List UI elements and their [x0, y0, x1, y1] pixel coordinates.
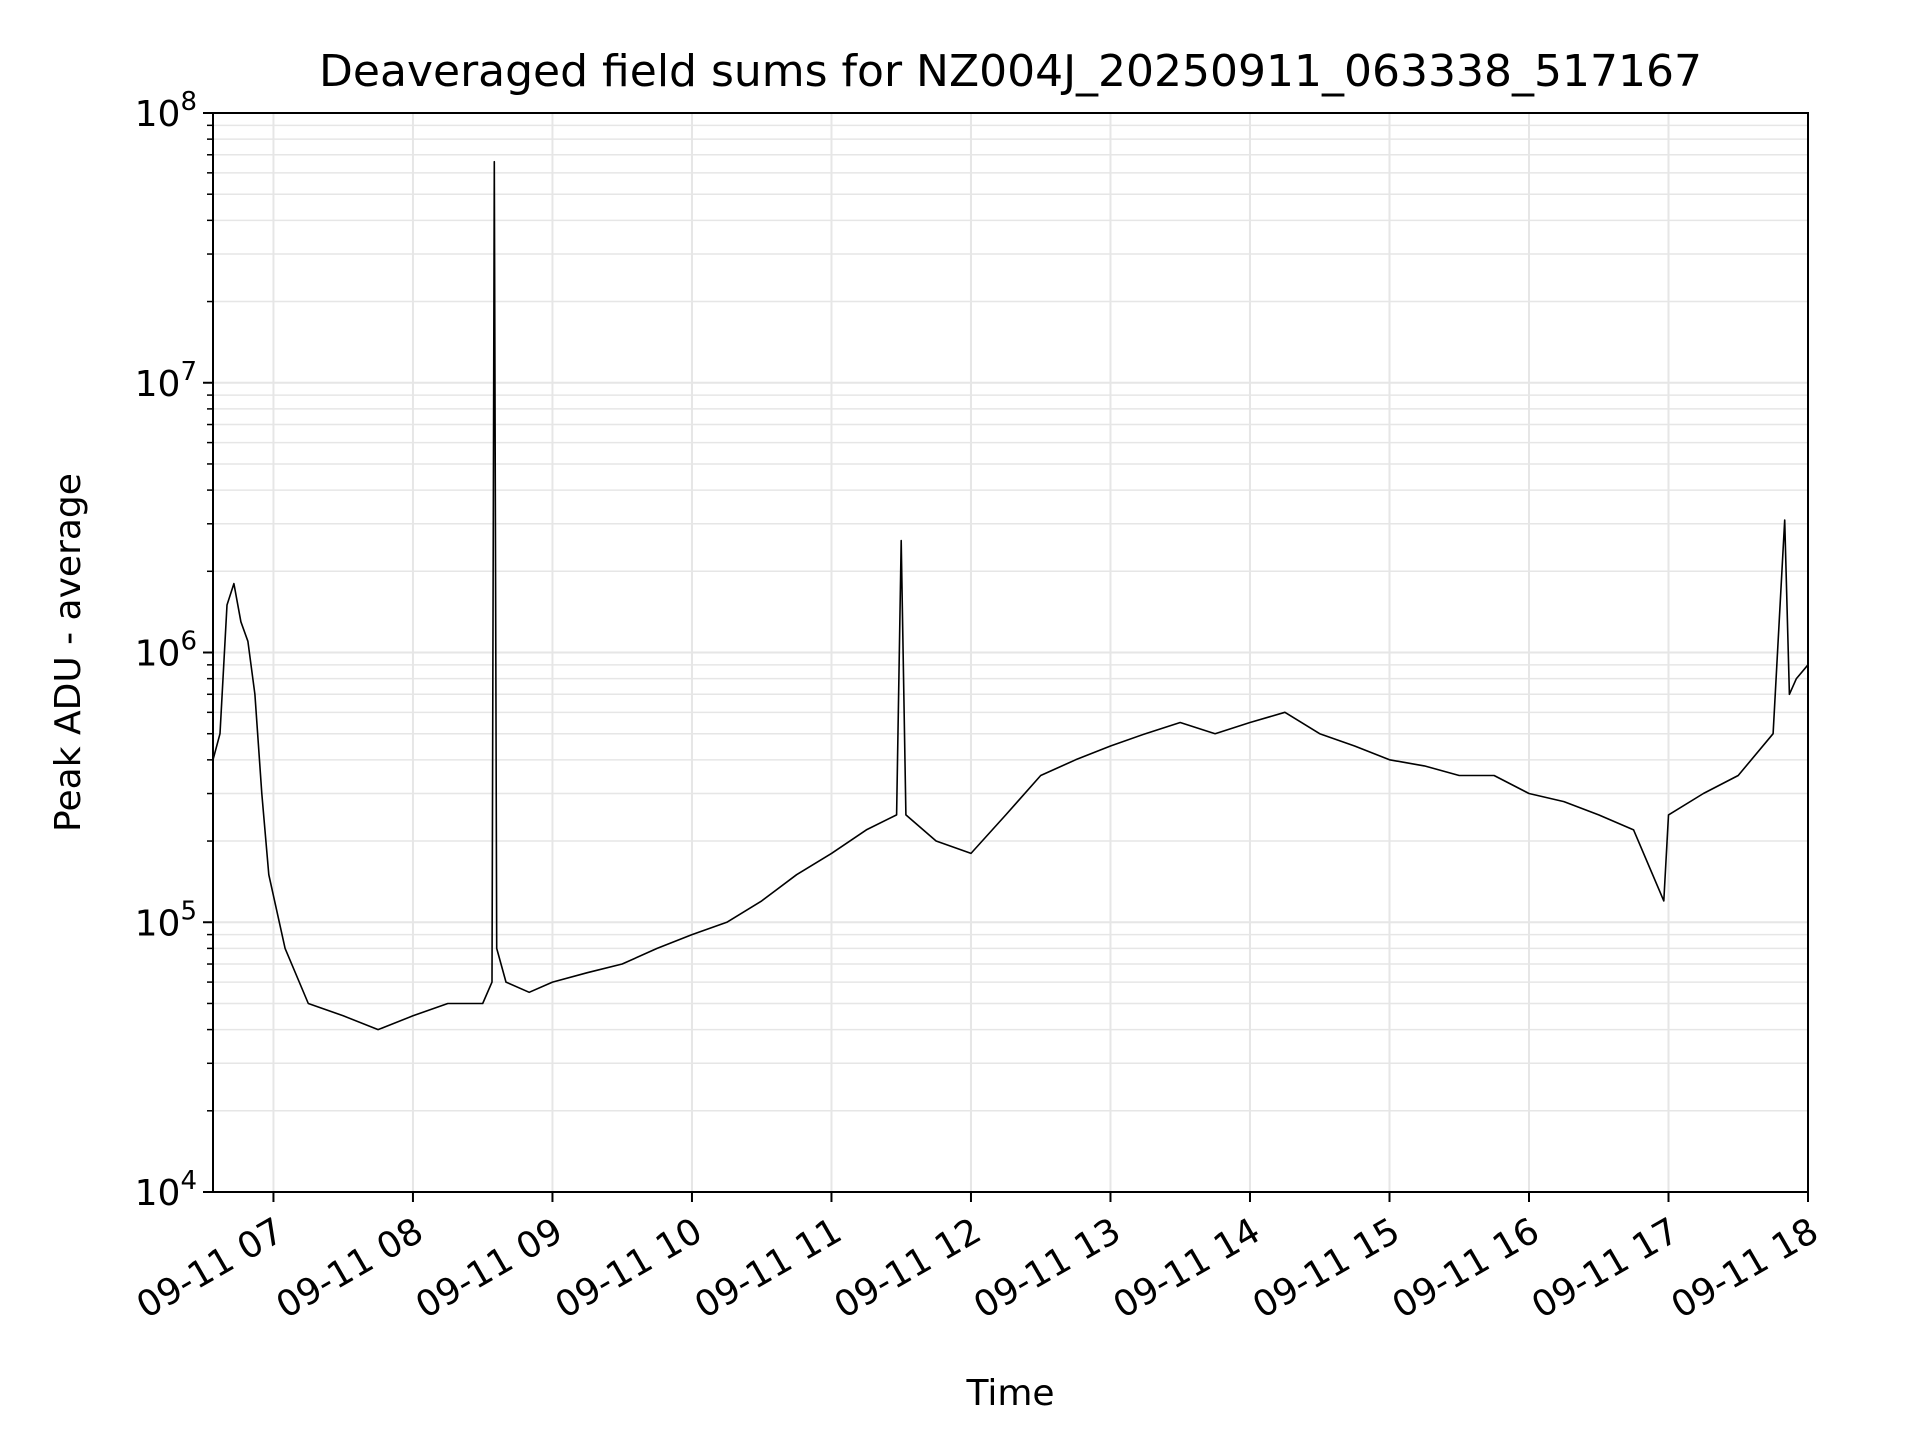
y-tick-label: 108	[135, 87, 197, 135]
x-axis-label: Time	[965, 1373, 1054, 1414]
grid	[213, 113, 1809, 1193]
y-tick-label: 104	[135, 1166, 197, 1214]
y-axis: 104 105 106 107 108	[135, 87, 213, 1214]
y-tick-label: 106	[135, 627, 197, 675]
y-tick-label: 107	[135, 357, 197, 405]
y-axis-label: Peak ADU - average	[48, 473, 89, 832]
plot-area	[212, 160, 1809, 1031]
chart-title: Deaveraged field sums for NZ004J_2025091…	[319, 46, 1702, 97]
y-tick-label: 105	[135, 896, 197, 944]
series-line	[212, 160, 1809, 1031]
